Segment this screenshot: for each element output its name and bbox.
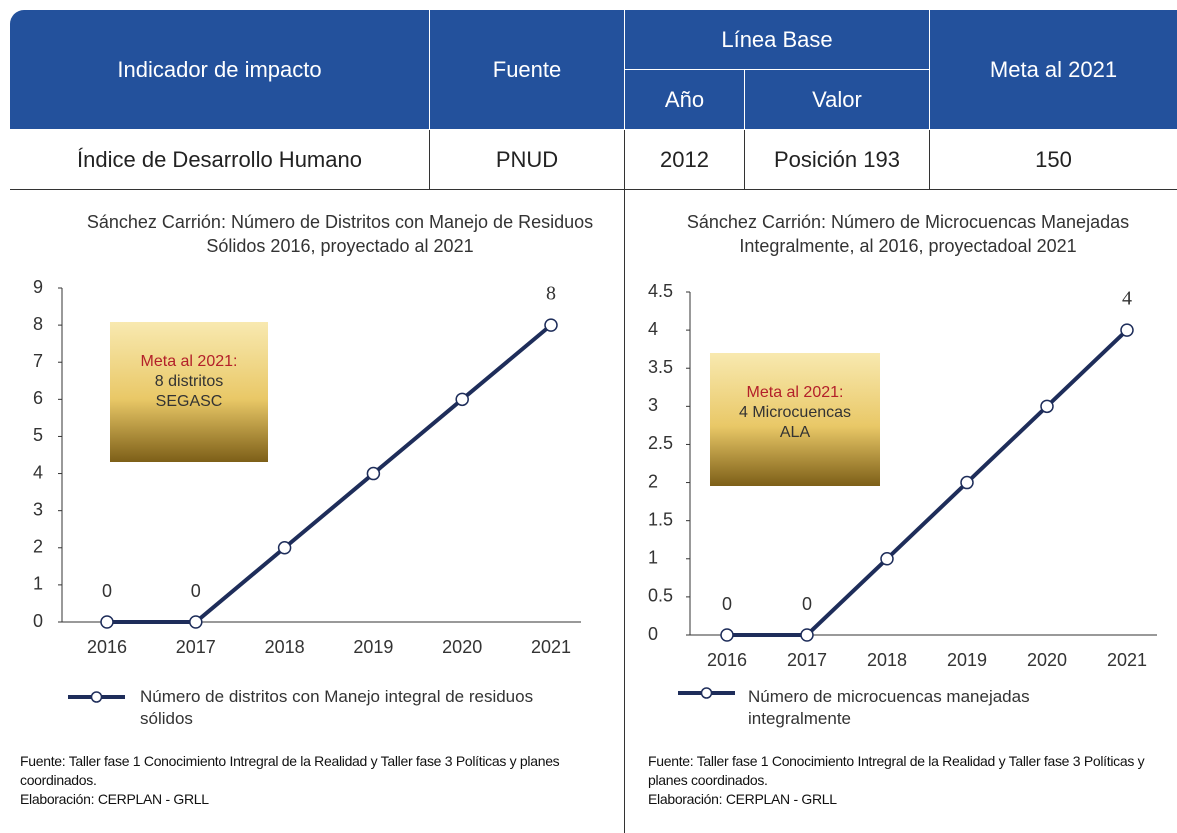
- annotation-box: [710, 353, 880, 486]
- x-tick-label: 2019: [353, 637, 393, 657]
- source-note: Fuente: Taller fase 1 Conocimiento Intre…: [648, 753, 1145, 788]
- divider: [624, 190, 625, 833]
- y-tick-label: 3.5: [648, 357, 673, 377]
- annotation-box: [110, 322, 268, 462]
- x-tick-label: 2021: [1107, 650, 1147, 670]
- cell: 150: [930, 130, 1177, 190]
- header-cell: Fuente: [430, 10, 625, 130]
- legend-marker: [90, 691, 103, 703]
- annotation-text: Meta al 2021:: [747, 384, 844, 401]
- series-line: [107, 323, 553, 624]
- y-tick-label: 0: [648, 624, 658, 644]
- cell: 2012: [625, 130, 745, 190]
- cell: Índice de Desarrollo Humano: [10, 130, 430, 190]
- x-tick-label: 2019: [947, 650, 987, 670]
- x-tick-label: 2017: [176, 637, 216, 657]
- annotation-text: 8 distritos: [155, 373, 223, 390]
- annotation-text: SEGASC: [156, 393, 223, 410]
- x-tick-label: 2020: [442, 637, 482, 657]
- y-tick-label: 2: [648, 471, 658, 491]
- cell: Posición 193: [745, 130, 930, 190]
- data-label: 0: [722, 594, 732, 614]
- chart-title-wrap: Sánchez Carrión: Número de Microcuencas …: [628, 210, 1177, 258]
- point: [100, 615, 114, 629]
- header-cell: Línea Base: [625, 10, 930, 70]
- x-tick-label: 2020: [1027, 650, 1067, 670]
- legend-label: Número de distritos con Manejo integral …: [140, 687, 534, 728]
- source-note: Fuente: Taller fase 1 Conocimiento Intre…: [20, 753, 560, 788]
- annotation-text: Meta al 2021:: [141, 353, 238, 370]
- y-tick-label: 3: [648, 395, 658, 415]
- series-line: [727, 328, 1129, 637]
- y-tick-label: 2.5: [648, 433, 673, 453]
- x-tick-label: 2021: [531, 637, 571, 657]
- y-tick-label: 0.5: [648, 586, 673, 606]
- y-tick-label: 7: [33, 351, 43, 371]
- header-cell: Indicador de impacto: [10, 10, 430, 130]
- point: [880, 552, 894, 566]
- point: [277, 541, 292, 555]
- point: [1040, 399, 1054, 414]
- y-tick-label: 0: [33, 611, 43, 631]
- cell: PNUD: [430, 130, 625, 190]
- y-tick-label: 4.5: [648, 281, 673, 301]
- annotation-text: ALA: [780, 424, 811, 441]
- point: [455, 392, 469, 407]
- point: [189, 615, 203, 629]
- point: [544, 318, 558, 332]
- legend-marker: [700, 687, 713, 699]
- y-tick-label: 2: [33, 537, 43, 557]
- y-tick-label: 1.5: [648, 509, 673, 529]
- header-cell: Meta al 2021: [930, 10, 1177, 130]
- data-label: 8: [546, 283, 556, 305]
- x-tick-label: 2018: [265, 637, 305, 657]
- x-tick-label: 2016: [87, 637, 127, 657]
- y-tick-label: 8: [33, 314, 43, 334]
- legend-label: Número de microcuencas manejadas integra…: [748, 687, 1030, 728]
- y-tick-label: 6: [33, 388, 43, 408]
- point: [366, 466, 381, 481]
- y-tick-label: 3: [33, 499, 43, 519]
- subheader-cell: Año: [625, 70, 745, 130]
- y-tick-label: 1: [648, 548, 658, 568]
- y-tick-label: 5: [33, 425, 43, 445]
- x-tick-label: 2018: [867, 650, 907, 670]
- y-tick-label: 4: [33, 462, 43, 482]
- x-tick-label: 2017: [787, 650, 827, 670]
- data-label: 4: [1122, 288, 1132, 310]
- subheader-cell: Valor: [745, 70, 930, 130]
- data-label: 0: [102, 581, 112, 601]
- credit-note: Elaboración: CERPLAN - GRLL: [20, 791, 209, 807]
- point: [800, 628, 814, 642]
- chart-title: Sánchez Carrión: Número de Microcuencas …: [686, 212, 1130, 256]
- data-label: 0: [191, 581, 201, 601]
- y-tick-label: 9: [33, 277, 43, 297]
- x-tick-label: 2016: [707, 650, 747, 670]
- point: [720, 628, 734, 642]
- credit-note: Elaboración: CERPLAN - GRLL: [648, 791, 837, 807]
- chart-title: Sánchez Carrión: Número de Distritos con…: [86, 212, 594, 256]
- y-tick-label: 1: [33, 574, 43, 594]
- annotation-text: 4 Microcuencas: [739, 404, 851, 421]
- point: [1120, 323, 1134, 337]
- point: [960, 475, 974, 490]
- data-label: 0: [802, 594, 812, 614]
- y-tick-label: 4: [648, 319, 658, 339]
